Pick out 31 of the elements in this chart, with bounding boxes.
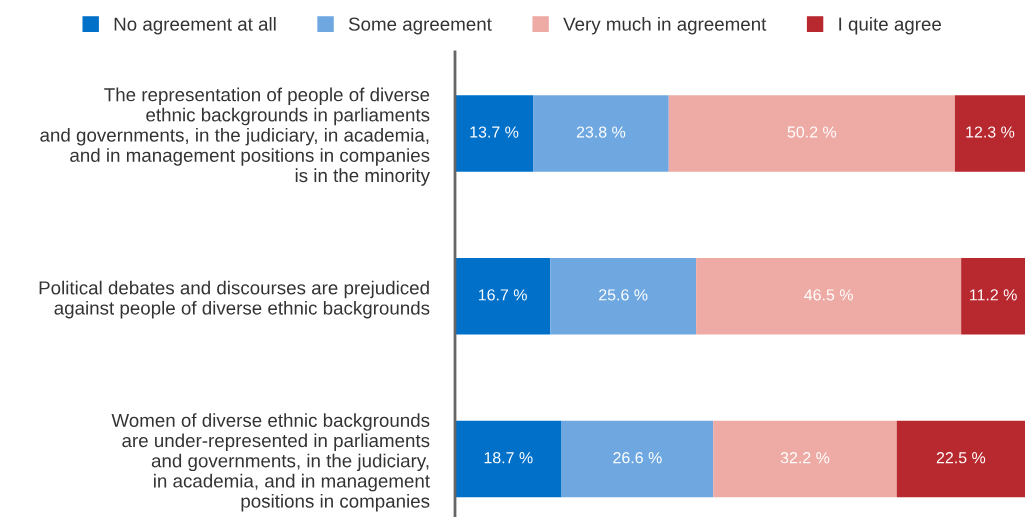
bar (455, 257, 551, 335)
bar (561, 420, 714, 498)
y-tick-label: Women of diverse ethnic backgrounds are under-represented in parliaments and governments, in the judiciary, in academia, and in management positions in companies (111, 413, 430, 512)
legend-label: Some agreement (348, 17, 492, 35)
bar (896, 420, 1025, 498)
bar (533, 95, 669, 172)
bar (713, 420, 897, 498)
data-label: 22.5 % (936, 452, 986, 464)
data-label: 12.3 % (966, 126, 1015, 138)
bar (455, 420, 562, 498)
bar (668, 95, 955, 172)
y-tick-label: The representation of people of diverse ethnic backgrounds in parliaments and governments, in the judiciary, in academia, and in management positions in companies is in the minority (40, 87, 430, 186)
y-tick-label: Political debates and discourses are prejudiced against people of diverse ethnic backgrounds (39, 280, 430, 319)
bar (455, 95, 534, 172)
data-label: 46.5 % (804, 289, 853, 301)
bar (961, 257, 1025, 335)
bar (954, 95, 1025, 172)
data-label: 26.6 % (613, 452, 662, 464)
data-label: 50.2 % (787, 126, 837, 138)
legend-label: No agreement at all (114, 16, 276, 35)
legend-label: Very much in agreement (563, 16, 767, 35)
data-label: 11.2 % (970, 289, 1017, 301)
bar (550, 257, 697, 335)
data-label: 16.7 % (478, 289, 527, 301)
data-label: 13.7 % (470, 126, 519, 138)
legend-label: I quite agree (839, 16, 941, 35)
data-label: 23.8 % (576, 126, 626, 138)
data-label: 32.2 % (780, 452, 830, 464)
bar (696, 257, 962, 335)
data-label: 18.7 % (484, 452, 533, 464)
data-label: 25.6 % (599, 289, 648, 301)
